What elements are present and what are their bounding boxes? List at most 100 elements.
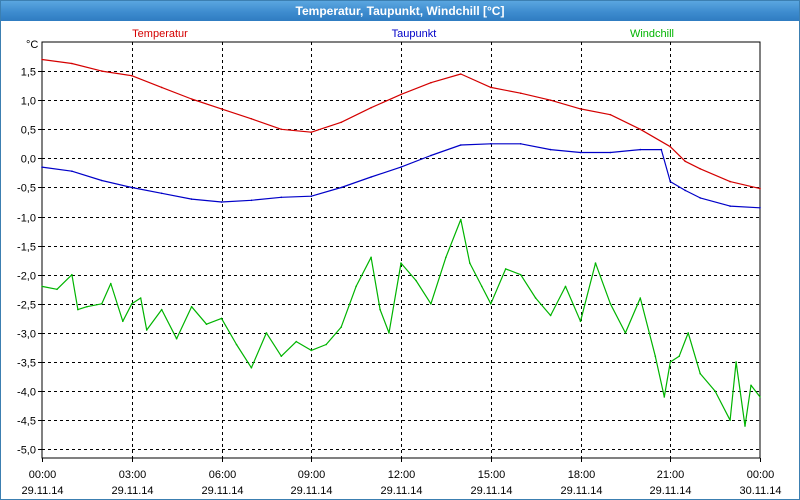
data-point-taupunkt [250,199,253,202]
data-point-windchill [624,332,627,334]
data-point-windchill [744,425,746,427]
data-point-windchill [379,308,381,311]
data-point-temperatur [101,70,103,72]
data-point-taupunkt [759,207,761,209]
series-line-windchill [41,218,761,427]
data-point-temperatur [729,180,731,183]
data-point-windchill [139,297,142,299]
y-tick-label: 0,5 [21,125,36,137]
data-point-temperatur [609,113,612,116]
y-tick-label: -4,0 [17,387,36,399]
data-point-temperatur [310,131,313,133]
y-tick-label: 1,0 [21,96,36,108]
data-point-windchill [490,303,492,305]
data-point-windchill [370,256,372,259]
data-point-windchill [295,340,298,343]
x-tick-date-label: 29.11.14 [649,485,691,497]
data-point-windchill [400,262,402,264]
data-point-temperatur [160,86,163,89]
data-point-temperatur [400,93,402,96]
y-tick-label: -0,5 [17,183,36,195]
data-point-taupunkt [190,198,193,200]
data-point-taupunkt [490,143,492,145]
data-point-windchill [663,396,666,398]
data-point-temperatur [684,160,686,163]
x-tick-date-label: 29.11.14 [470,485,512,497]
data-point-taupunkt [609,151,612,154]
data-point-taupunkt [639,148,642,151]
y-tick-label: 1,5 [21,67,36,79]
x-tick-time-label: 21:00 [657,469,685,481]
data-point-windchill [235,343,238,346]
data-point-taupunkt [280,196,283,199]
data-point-taupunkt [340,186,343,189]
data-point-windchill [654,355,657,358]
data-point-taupunkt [669,180,672,183]
data-point-windchill [77,308,79,311]
data-point-taupunkt [579,151,582,154]
data-point-windchill [460,218,462,221]
legend-windchill: Windchill [630,28,674,40]
data-point-taupunkt [684,189,686,192]
data-point-taupunkt [729,205,731,207]
y-tick-label: -1,0 [17,213,36,225]
data-point-taupunkt [101,179,103,182]
data-point-windchill [445,256,447,259]
data-point-windchill [265,332,268,334]
data-point-windchill [609,303,612,305]
x-tick-date-label: 30.11.14 [739,485,781,497]
data-point-windchill [415,279,417,282]
data-point-windchill [325,343,328,346]
data-point-windchill [594,262,597,264]
data-point-windchill [101,303,103,305]
data-point-windchill [759,396,761,398]
data-point-temperatur [519,92,522,94]
data-point-windchill [250,367,253,369]
data-point-taupunkt [460,144,462,146]
data-point-windchill [519,273,522,276]
x-tick-time-label: 09:00 [298,469,326,481]
data-point-windchill [280,355,283,358]
data-point-windchill [71,273,73,276]
data-point-temperatur [71,62,73,65]
data-point-temperatur [549,99,552,101]
data-point-temperatur [131,74,133,77]
y-tick-label: 0,0 [21,154,36,166]
data-point-temperatur [430,81,432,84]
data-point-temperatur [699,168,701,170]
data-point-windchill [355,285,357,288]
x-tick-date-label: 29.11.14 [560,485,602,497]
data-point-windchill [564,285,567,288]
data-point-taupunkt [400,166,402,168]
data-point-windchill [388,332,390,334]
data-point-windchill [220,317,223,320]
data-point-windchill [687,332,689,334]
data-point-windchill [481,285,483,288]
data-point-windchill [735,361,737,363]
data-point-temperatur [250,118,253,120]
data-point-temperatur [370,106,372,109]
data-point-taupunkt [549,148,552,151]
data-point-temperatur [190,98,193,100]
y-tick-label: -4,5 [17,416,36,428]
legend-temperatur: Temperatur [132,28,188,40]
data-point-temperatur [669,145,672,148]
data-point-temperatur [340,121,343,124]
legend-taupunkt: Taupunkt [392,28,437,40]
data-point-taupunkt [519,143,522,145]
y-tick-label: -5,0 [17,445,36,457]
x-tick-time-label: 06:00 [209,469,237,481]
data-point-windchill [430,303,432,305]
y-axis-label: °C [26,39,38,51]
data-point-windchill [534,297,537,299]
x-tick-time-label: 12:00 [388,469,416,481]
data-point-temperatur [759,187,761,190]
data-point-windchill [175,337,178,340]
data-point-temperatur [220,108,223,110]
data-point-windchill [310,349,313,352]
data-point-taupunkt [41,166,43,168]
x-tick-date-label: 29.11.14 [290,485,332,497]
data-point-taupunkt [660,148,663,151]
x-tick-time-label: 18:00 [568,469,596,481]
